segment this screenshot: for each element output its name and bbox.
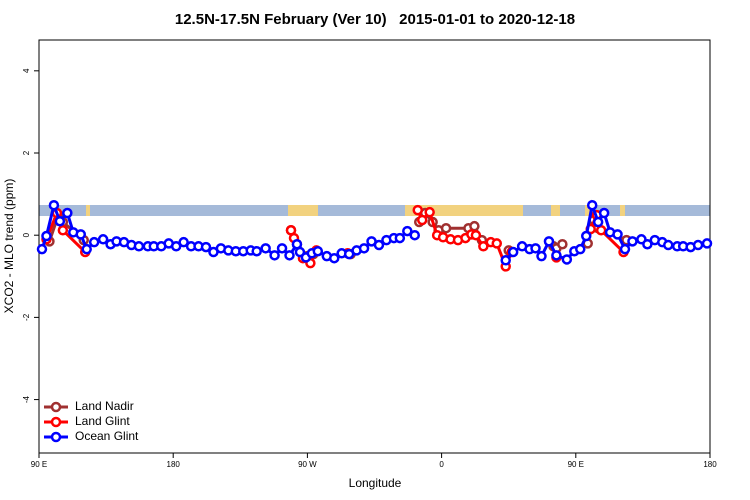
- data-point: [88, 236, 100, 248]
- data-point: [701, 238, 713, 249]
- data-point: [251, 245, 262, 257]
- data-point: [662, 239, 674, 251]
- data-point: [75, 229, 87, 240]
- legend-marker: [50, 401, 62, 413]
- data-point: [48, 199, 60, 211]
- legend-label: Land Glint: [75, 414, 130, 428]
- legend-label: Land Nadir: [75, 399, 134, 413]
- data-point: [575, 243, 586, 255]
- data-point: [598, 207, 610, 219]
- data-point: [260, 243, 271, 254]
- x-tick-label: 90 E: [568, 460, 584, 469]
- data-point: [491, 238, 503, 249]
- data-point: [409, 229, 421, 241]
- data-point: [619, 243, 631, 255]
- data-point: [416, 214, 428, 226]
- y-tick-label: 2: [22, 150, 31, 155]
- data-point: [557, 238, 568, 250]
- x-tick-label: 90 W: [298, 460, 317, 469]
- data-point: [530, 243, 541, 254]
- data-point: [394, 232, 406, 244]
- data-point: [170, 241, 182, 252]
- y-tick-label: -2: [22, 313, 31, 321]
- ocean-band: [39, 205, 710, 216]
- data-point: [580, 230, 592, 242]
- data-point: [36, 243, 48, 255]
- data-point: [470, 229, 482, 241]
- data-point: [81, 243, 92, 255]
- data-point: [312, 245, 324, 257]
- land-patch: [585, 205, 593, 216]
- land-patch: [620, 205, 625, 216]
- data-point: [586, 199, 598, 211]
- data-point: [97, 234, 109, 245]
- y-axis-label: XCO2 - MLO trend (ppm): [2, 179, 16, 314]
- data-point: [592, 216, 604, 228]
- data-point: [561, 254, 573, 265]
- data-point: [373, 239, 385, 251]
- x-tick-label: 90 E: [31, 460, 47, 469]
- data-point: [543, 236, 555, 247]
- data-point: [269, 250, 280, 261]
- data-point: [612, 229, 623, 240]
- data-point: [627, 236, 638, 247]
- legend-marker: [50, 431, 62, 443]
- data-point: [469, 220, 480, 232]
- land-patch: [288, 205, 318, 216]
- legend-marker: [50, 416, 62, 428]
- land-patch: [86, 205, 90, 216]
- data-point: [200, 241, 212, 253]
- data-point: [358, 243, 370, 254]
- data-point: [595, 225, 607, 236]
- legend-label: Ocean Glint: [75, 429, 139, 443]
- data-point: [284, 250, 295, 261]
- x-tick-label: 180: [167, 460, 181, 469]
- data-point: [62, 207, 73, 219]
- y-tick-label: 4: [22, 68, 31, 73]
- data-point: [328, 252, 340, 264]
- data-point: [41, 230, 52, 242]
- land-mask: [39, 205, 710, 216]
- data-point: [551, 250, 562, 261]
- data-point: [692, 239, 704, 251]
- land-patch: [551, 205, 560, 216]
- data-point: [54, 215, 66, 227]
- data-point: [642, 238, 653, 250]
- data-point: [440, 222, 452, 234]
- data-point: [478, 241, 489, 252]
- data-point: [57, 225, 69, 236]
- chart-title: 12.5N-17.5N February (Ver 10) 2015-01-01…: [175, 11, 575, 28]
- x-tick-label: 180: [703, 460, 717, 469]
- data-point: [133, 241, 145, 252]
- data-point: [536, 250, 547, 262]
- y-tick-label: 0: [22, 232, 31, 237]
- data-point: [507, 246, 519, 258]
- data-point: [402, 225, 413, 237]
- data-point: [412, 204, 423, 216]
- land-patch: [405, 205, 523, 216]
- data-point: [424, 206, 435, 218]
- data-point: [500, 255, 511, 266]
- x-tick-label: 0: [439, 460, 444, 469]
- y-tick-label: -4: [22, 395, 31, 403]
- data-point: [276, 243, 288, 254]
- x-axis-label: Longitude: [349, 476, 402, 490]
- data-point: [178, 236, 189, 248]
